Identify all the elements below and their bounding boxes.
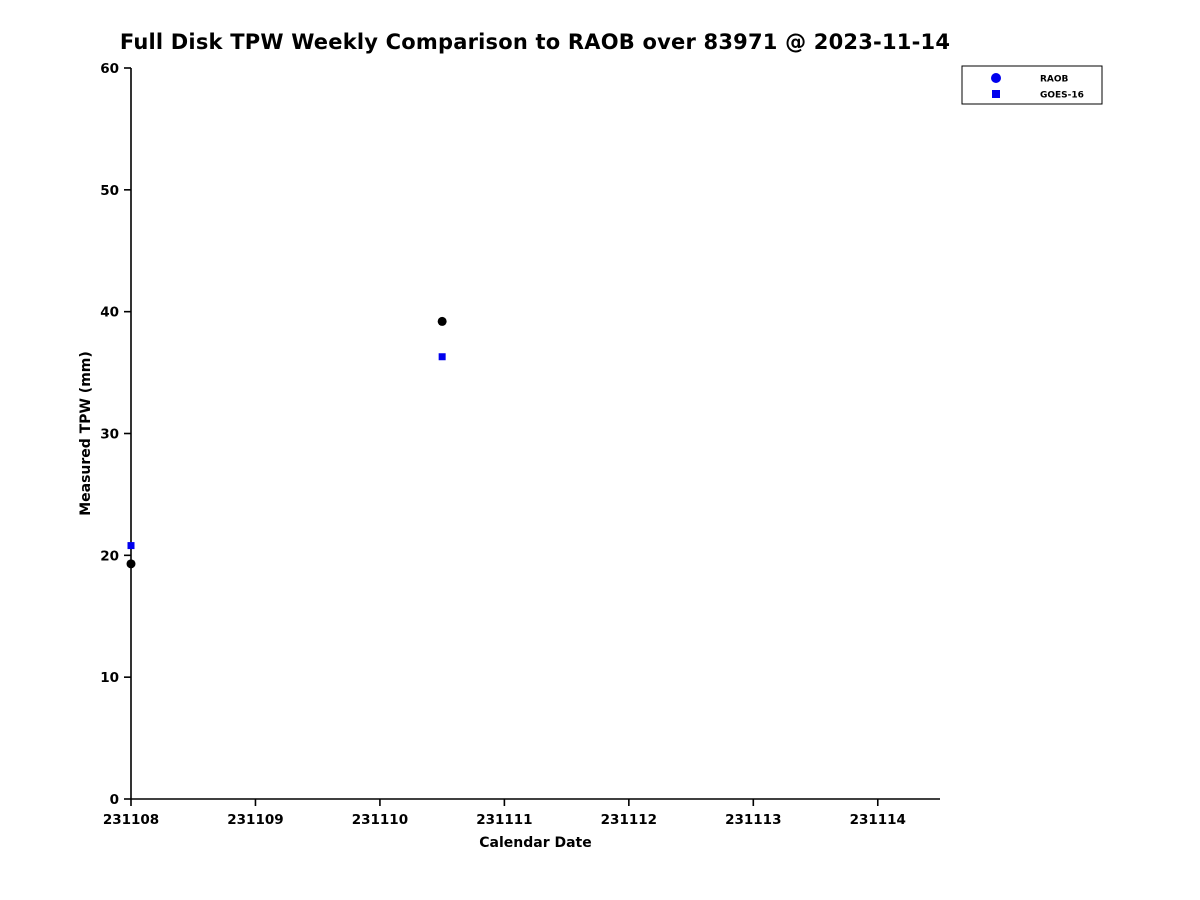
x-tick-label: 231109 (227, 812, 283, 828)
x-tick-label: 231110 (352, 812, 408, 828)
y-tick-label: 60 (100, 61, 119, 77)
y-tick-label: 20 (100, 548, 119, 564)
y-tick-label: 50 (100, 183, 119, 199)
y-tick-label: 0 (110, 792, 119, 808)
y-tick-label: 30 (100, 427, 119, 443)
x-tick-label: 231111 (476, 812, 532, 828)
raob-point (437, 316, 447, 326)
x-tick-label: 231114 (850, 812, 906, 828)
chart-title: Full Disk TPW Weekly Comparison to RAOB … (119, 30, 951, 54)
x-tick-label: 231112 (601, 812, 657, 828)
legend-marker-goes-16 (992, 90, 1000, 98)
y-axis-label: Measured TPW (mm) (78, 351, 94, 516)
x-tick-label: 231108 (103, 812, 159, 828)
x-tick-label: 231113 (725, 812, 781, 828)
goes-16-point (438, 353, 446, 361)
y-tick-label: 40 (100, 305, 119, 321)
x-axis-label: Calendar Date (479, 835, 592, 851)
y-tick-label: 10 (100, 670, 119, 686)
legend-label-raob: RAOB (1040, 75, 1069, 85)
legend-box (961, 65, 1103, 105)
raob-point (126, 559, 136, 569)
legend-label-goes-16: GOES-16 (1040, 91, 1084, 101)
legend-marker-raob (991, 73, 1001, 83)
goes-16-point (127, 542, 135, 550)
